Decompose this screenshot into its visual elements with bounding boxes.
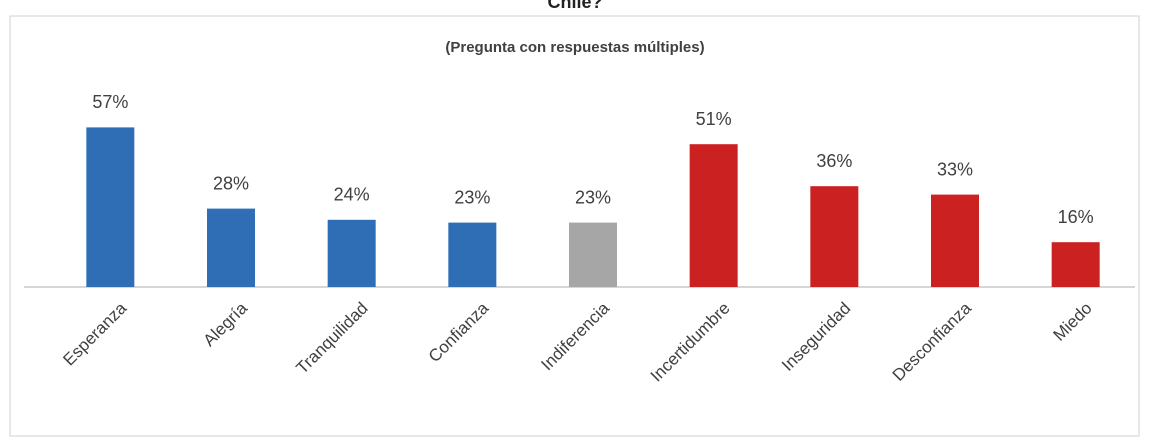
data-label: 33% — [937, 159, 973, 179]
data-label: 51% — [696, 109, 732, 129]
chart-subtitle: (Pregunta con respuestas múltiples) — [445, 39, 704, 56]
data-label: 57% — [92, 92, 128, 112]
bar — [327, 219, 376, 287]
bar — [448, 222, 497, 287]
data-label: 24% — [334, 185, 370, 205]
data-label: 36% — [816, 151, 852, 171]
chart-title: Chile? — [547, 0, 602, 12]
bar — [1051, 242, 1100, 287]
bar — [207, 208, 255, 287]
data-label: 28% — [213, 173, 249, 193]
data-label: 23% — [575, 187, 611, 207]
bar — [86, 127, 135, 288]
bar — [810, 186, 859, 287]
data-label: 16% — [1058, 207, 1094, 227]
bar — [569, 222, 617, 287]
data-label: 23% — [454, 187, 490, 207]
bar — [931, 194, 979, 287]
bar — [689, 144, 738, 287]
